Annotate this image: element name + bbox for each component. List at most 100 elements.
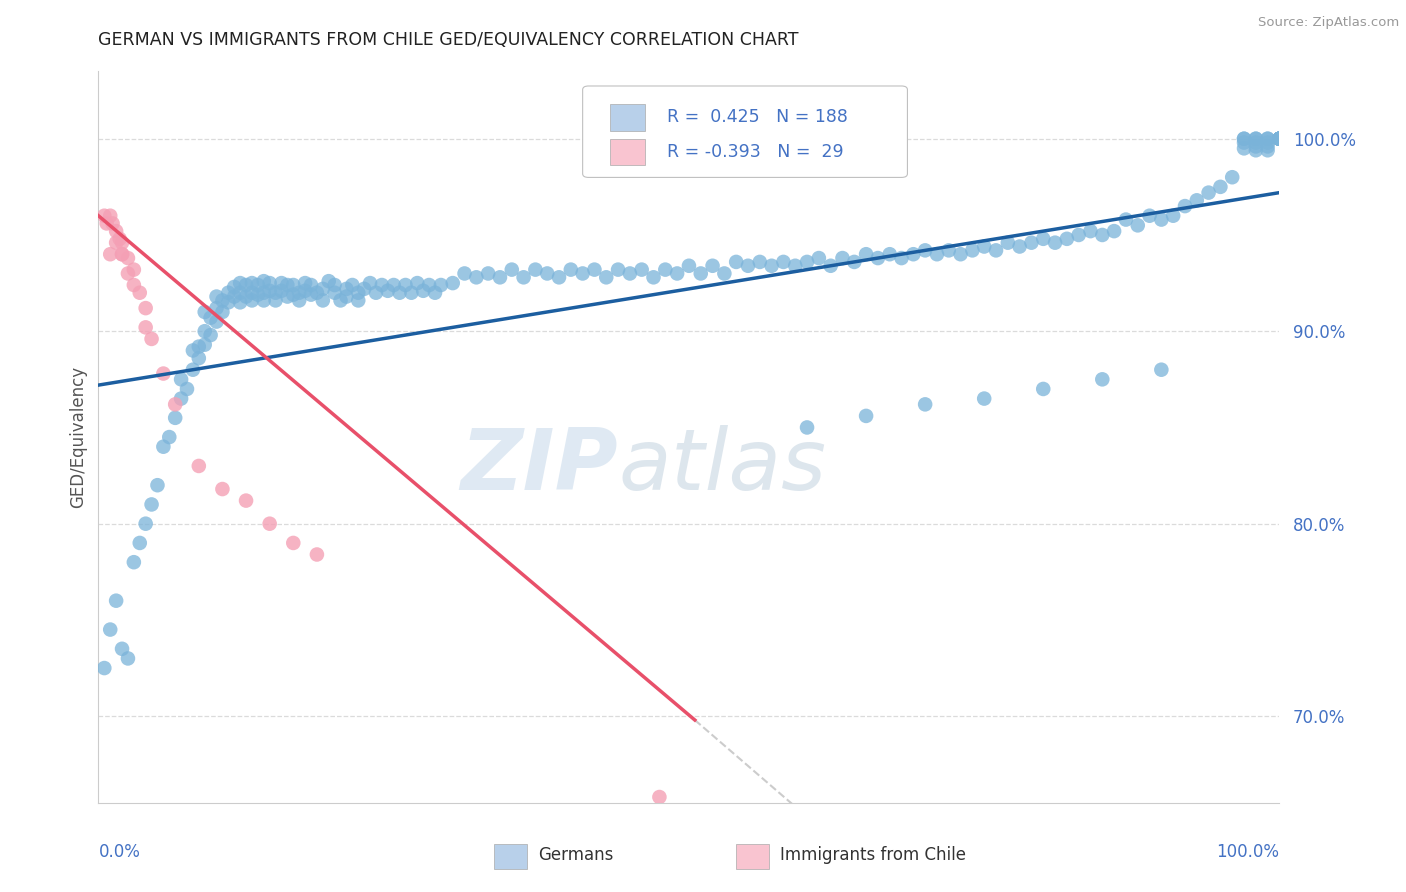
Point — [1150, 362, 1173, 376]
Point — [305, 285, 328, 300]
Point — [689, 267, 711, 281]
Point — [536, 267, 558, 281]
Point — [630, 262, 652, 277]
Text: 100.0%: 100.0% — [1216, 843, 1279, 861]
Point — [288, 285, 311, 300]
Point — [141, 498, 163, 512]
Point — [152, 440, 174, 454]
Point — [229, 276, 252, 290]
Point — [1268, 132, 1291, 146]
Point — [1268, 132, 1291, 146]
Point — [973, 239, 995, 253]
Point — [211, 482, 233, 496]
Point — [1056, 232, 1078, 246]
Point — [583, 262, 606, 277]
Point — [844, 255, 866, 269]
Point — [607, 262, 630, 277]
Point — [501, 262, 523, 277]
Point — [512, 270, 534, 285]
Point — [418, 278, 440, 293]
Point — [323, 285, 346, 300]
Point — [108, 232, 131, 246]
Point — [938, 244, 960, 258]
Text: Germans: Germans — [537, 847, 613, 864]
Point — [288, 293, 311, 308]
Point — [1161, 209, 1184, 223]
Point — [524, 262, 547, 277]
Point — [194, 324, 217, 338]
Point — [181, 362, 204, 376]
Point — [1233, 136, 1256, 150]
FancyBboxPatch shape — [494, 844, 527, 869]
Point — [560, 262, 582, 277]
Point — [96, 216, 118, 230]
Text: R =  0.425   N = 188: R = 0.425 N = 188 — [666, 109, 848, 127]
Point — [294, 284, 316, 298]
Point — [1268, 132, 1291, 146]
Point — [1150, 212, 1173, 227]
Point — [93, 209, 115, 223]
Point — [259, 276, 281, 290]
Point — [111, 235, 134, 250]
Point — [725, 255, 748, 269]
Point — [270, 284, 292, 298]
FancyBboxPatch shape — [610, 138, 645, 165]
Point — [412, 284, 434, 298]
Point — [205, 289, 228, 303]
Point — [441, 276, 464, 290]
Point — [949, 247, 972, 261]
Point — [672, 824, 695, 838]
Point — [270, 276, 292, 290]
Point — [678, 259, 700, 273]
Text: Immigrants from Chile: Immigrants from Chile — [780, 847, 966, 864]
Point — [1115, 212, 1137, 227]
Point — [117, 267, 139, 281]
Point — [1091, 227, 1114, 242]
Text: atlas: atlas — [619, 425, 827, 508]
Point — [761, 259, 783, 273]
Point — [796, 420, 818, 434]
Point — [205, 315, 228, 329]
Text: 0.0%: 0.0% — [98, 843, 141, 861]
FancyBboxPatch shape — [582, 86, 907, 178]
Point — [377, 284, 399, 298]
Point — [1185, 194, 1208, 208]
Point — [122, 262, 145, 277]
Point — [855, 409, 877, 423]
Text: R = -0.393   N =  29: R = -0.393 N = 29 — [666, 143, 844, 161]
Point — [276, 289, 298, 303]
Point — [1198, 186, 1220, 200]
Point — [187, 458, 209, 473]
Point — [105, 224, 128, 238]
Point — [312, 282, 335, 296]
Point — [117, 251, 139, 265]
Point — [128, 285, 150, 300]
Point — [619, 267, 641, 281]
Point — [329, 293, 352, 308]
Point — [128, 536, 150, 550]
Point — [820, 259, 842, 273]
FancyBboxPatch shape — [610, 104, 645, 130]
Point — [382, 278, 405, 293]
Point — [253, 285, 276, 300]
Point — [1102, 224, 1125, 238]
FancyBboxPatch shape — [737, 844, 769, 869]
Point — [388, 285, 411, 300]
Point — [224, 280, 246, 294]
Point — [253, 293, 276, 308]
Point — [323, 278, 346, 293]
Point — [1233, 141, 1256, 155]
Point — [176, 382, 198, 396]
Point — [240, 276, 263, 290]
Point — [1257, 136, 1279, 150]
Point — [914, 244, 936, 258]
Point — [1032, 382, 1054, 396]
Point — [807, 251, 830, 265]
Point — [1257, 143, 1279, 157]
Point — [489, 270, 512, 285]
Point — [866, 251, 889, 265]
Text: GERMAN VS IMMIGRANTS FROM CHILE GED/EQUIVALENCY CORRELATION CHART: GERMAN VS IMMIGRANTS FROM CHILE GED/EQUI… — [98, 31, 799, 49]
Point — [335, 282, 357, 296]
Point — [211, 305, 233, 319]
Point — [194, 337, 217, 351]
